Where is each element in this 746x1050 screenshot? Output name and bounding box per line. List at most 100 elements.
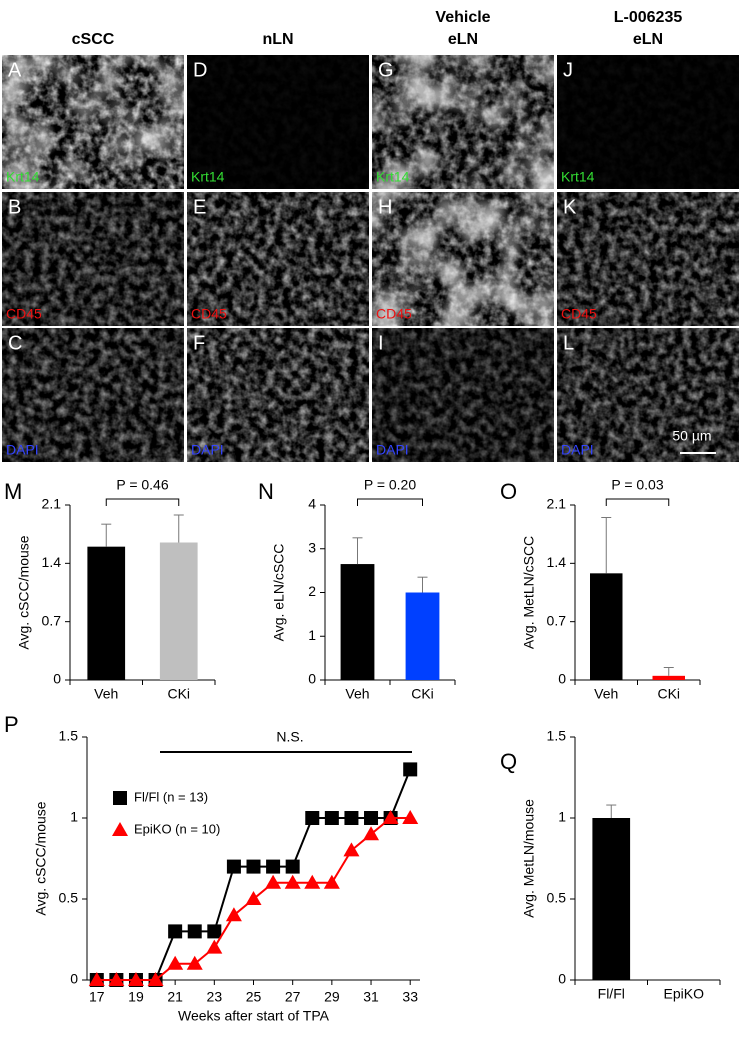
stain-label: Krt14	[376, 169, 410, 185]
panel-letter: Q	[500, 749, 517, 774]
marker	[88, 972, 105, 986]
x-tick-label: EpiKO	[664, 986, 705, 1002]
stain-label: CD45	[6, 306, 42, 322]
stain-label: DAPI	[561, 442, 594, 458]
bar	[87, 546, 126, 680]
marker	[304, 874, 321, 889]
x-tick-label: CKi	[657, 686, 680, 702]
micrograph-texture	[557, 192, 739, 326]
p-value: P = 0.03	[611, 477, 664, 493]
marker	[168, 924, 183, 939]
micrograph-panel: D Krt14	[187, 55, 369, 189]
x-tick-label: 27	[285, 989, 301, 1005]
marker	[343, 842, 360, 857]
y-tick-label: 0.5	[59, 890, 79, 906]
y-tick-label: 1.4	[547, 554, 567, 570]
marker	[127, 972, 144, 986]
marker	[285, 859, 300, 874]
y-tick-label: 4	[308, 496, 316, 512]
marker	[382, 810, 399, 824]
p-value: P = 0.20	[364, 477, 417, 493]
marker	[305, 811, 320, 825]
micrograph-panel: F DAPI	[187, 328, 369, 462]
micrograph-panel: K CD45	[557, 192, 739, 326]
x-tick-label: Fl/Fl	[598, 986, 625, 1002]
marker	[147, 972, 164, 986]
chart: 0 1 2 3 4 Avg. eLN/cSCC N Veh CKi P = 0.20	[258, 477, 456, 702]
stain-label: CD45	[191, 306, 227, 322]
x-tick-label: CKi	[411, 686, 434, 702]
stain-label: Krt14	[6, 169, 40, 185]
panel-letter: D	[193, 59, 207, 81]
y-tick-label: 0.7	[42, 612, 62, 628]
micrograph-panel: I DAPI	[372, 328, 554, 462]
bar	[405, 592, 440, 680]
y-tick-label: 2.1	[547, 496, 567, 512]
column-header: cSCC	[72, 31, 115, 48]
legend-label: EpiKO (n = 10)	[134, 821, 220, 836]
significance-bracket	[105, 498, 180, 506]
significance-bracket	[605, 498, 670, 506]
x-tick-label: 29	[324, 989, 340, 1005]
bar	[340, 564, 375, 680]
x-tick-label: CKi	[167, 686, 190, 702]
marker	[108, 972, 125, 986]
micrograph-panel: E CD45	[187, 192, 369, 326]
y-tick-label: 2.1	[42, 496, 62, 512]
micrograph-texture	[187, 328, 369, 462]
stain-label: DAPI	[191, 442, 224, 458]
column-header: L-006235	[614, 9, 683, 26]
y-axis-label: Avg. cSCC/mouse	[33, 801, 49, 915]
significance-bracket	[357, 498, 423, 506]
chart: 0 0.7 1.4 2.1 Avg. MetLN/cSCC O Veh CKi P = 0.03	[500, 477, 701, 702]
panel-letter: I	[378, 332, 384, 354]
marker	[206, 939, 223, 954]
column-header: eLN	[448, 31, 478, 48]
x-tick-label: Veh	[594, 686, 618, 702]
y-tick-label: 1	[558, 809, 566, 825]
x-tick-label: Veh	[345, 686, 369, 702]
marker	[207, 924, 222, 939]
marker	[225, 907, 242, 922]
micrograph-panel: J Krt14	[557, 55, 739, 189]
marker	[226, 859, 241, 874]
x-axis-label: Weeks after start of TPA	[178, 1008, 330, 1024]
chart: 0 0.7 1.4 2.1 Avg. cSCC/mouse M Veh CKi P = 0.46	[4, 477, 216, 702]
panel-letter: O	[500, 479, 517, 504]
y-tick-label: 1.5	[59, 728, 79, 744]
micrograph-panel: B CD45	[2, 192, 184, 326]
marker	[186, 955, 203, 970]
scale-bar-label: 50 µm	[672, 428, 711, 444]
stain-label: Krt14	[561, 169, 595, 185]
legend-label: Fl/Fl (n = 13)	[134, 789, 208, 804]
panel-letter: M	[4, 479, 22, 504]
y-tick-label: 0.5	[547, 890, 567, 906]
panel-letter: G	[378, 59, 394, 81]
marker	[403, 762, 418, 777]
y-axis-label: Avg. MetLN/mouse	[521, 799, 537, 918]
y-tick-label: 1	[308, 627, 316, 643]
legend-marker	[112, 822, 128, 836]
marker	[284, 874, 301, 889]
y-tick-label: 0	[558, 971, 566, 987]
panel-letter: L	[563, 332, 574, 354]
y-tick-label: 1	[70, 809, 78, 825]
marker	[402, 810, 419, 824]
x-tick-label: 25	[246, 989, 262, 1005]
marker	[187, 924, 202, 939]
marker	[265, 874, 282, 889]
stain-label: CD45	[376, 306, 412, 322]
marker	[266, 859, 281, 874]
y-tick-label: 1.5	[547, 728, 567, 744]
stain-label: Krt14	[191, 169, 225, 185]
micrograph-panel: H CD45	[372, 192, 554, 326]
p-value: P = 0.46	[116, 477, 169, 493]
micrograph-texture	[187, 192, 369, 326]
x-tick-label: Veh	[94, 686, 118, 702]
micrograph-panel: L DAPI	[557, 328, 739, 462]
micrograph-texture	[2, 328, 184, 462]
marker	[364, 811, 379, 825]
micrograph-panel: C DAPI	[2, 328, 184, 462]
